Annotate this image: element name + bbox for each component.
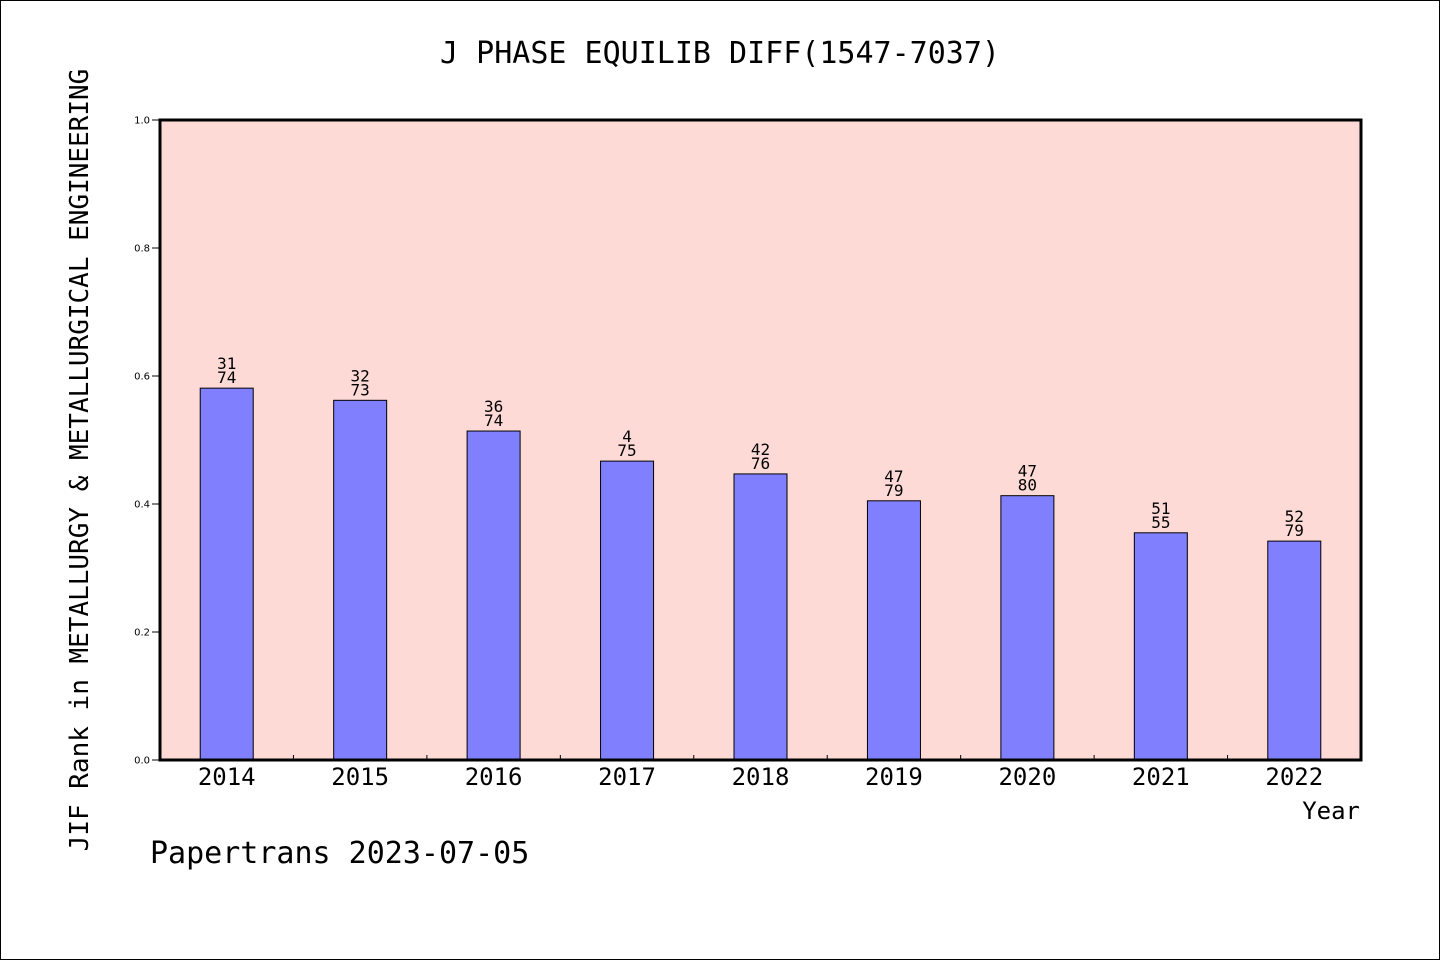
x-tick-label: 2020 (998, 763, 1056, 791)
bar-rank-label: 47 (1018, 462, 1037, 481)
x-tick-label: 2021 (1132, 763, 1190, 791)
y-tick-label: 0.4 (134, 500, 150, 511)
x-tick-label: 2015 (331, 763, 389, 791)
footer-credit: Papertrans 2023-07-05 (150, 836, 530, 871)
x-tick-label: 2018 (732, 763, 790, 791)
bar-total-label: 74 (484, 411, 503, 430)
bar-total-label: 55 (1151, 513, 1170, 532)
bar-total-label: 80 (1018, 476, 1037, 495)
bar-total-label: 76 (751, 454, 770, 473)
bar-total-label: 79 (884, 481, 903, 500)
bar-2021 (1133, 532, 1188, 761)
bar-total-label: 74 (217, 368, 236, 387)
bar-2017 (600, 460, 655, 761)
bar-rank-label: 36 (484, 397, 503, 416)
bar-2020 (1000, 495, 1055, 761)
plot-border (158, 118, 1363, 762)
bar-total-label: 75 (617, 441, 636, 460)
bar-rank-label: 51 (1151, 499, 1170, 518)
x-tick-label: 2017 (598, 763, 656, 791)
bar-2015 (333, 399, 388, 761)
bar-rank-label: 31 (217, 354, 236, 373)
y-tick-label: 0.2 (134, 628, 150, 639)
y-tick-label: 0.6 (134, 372, 150, 383)
x-tick-label: 2014 (198, 763, 256, 791)
bar-rank-label: 52 (1285, 507, 1304, 526)
bar-rank-label: 42 (751, 440, 770, 459)
chart-title: J PHASE EQUILIB DIFF(1547-7037) (440, 36, 1000, 71)
x-axis-label: Year (1302, 797, 1360, 825)
bar-total-label: 79 (1285, 521, 1304, 540)
bar-rank-label: 4 (622, 427, 632, 446)
x-tick-label: 2019 (865, 763, 923, 791)
x-tick-label: 2022 (1265, 763, 1323, 791)
bar-rank-label: 47 (884, 467, 903, 486)
bar-2018 (733, 473, 788, 761)
bar-total-label: 73 (351, 380, 370, 399)
bar-2019 (866, 500, 921, 761)
y-tick-label: 1.0 (134, 116, 150, 127)
y-tick-label: 0.0 (134, 756, 150, 767)
bar-rank-label: 32 (351, 366, 370, 385)
bar-2016 (466, 430, 521, 761)
bar-2014 (199, 387, 254, 761)
y-tick-label: 0.8 (134, 244, 150, 255)
x-tick-label: 2016 (465, 763, 523, 791)
bar-2022 (1267, 540, 1322, 761)
